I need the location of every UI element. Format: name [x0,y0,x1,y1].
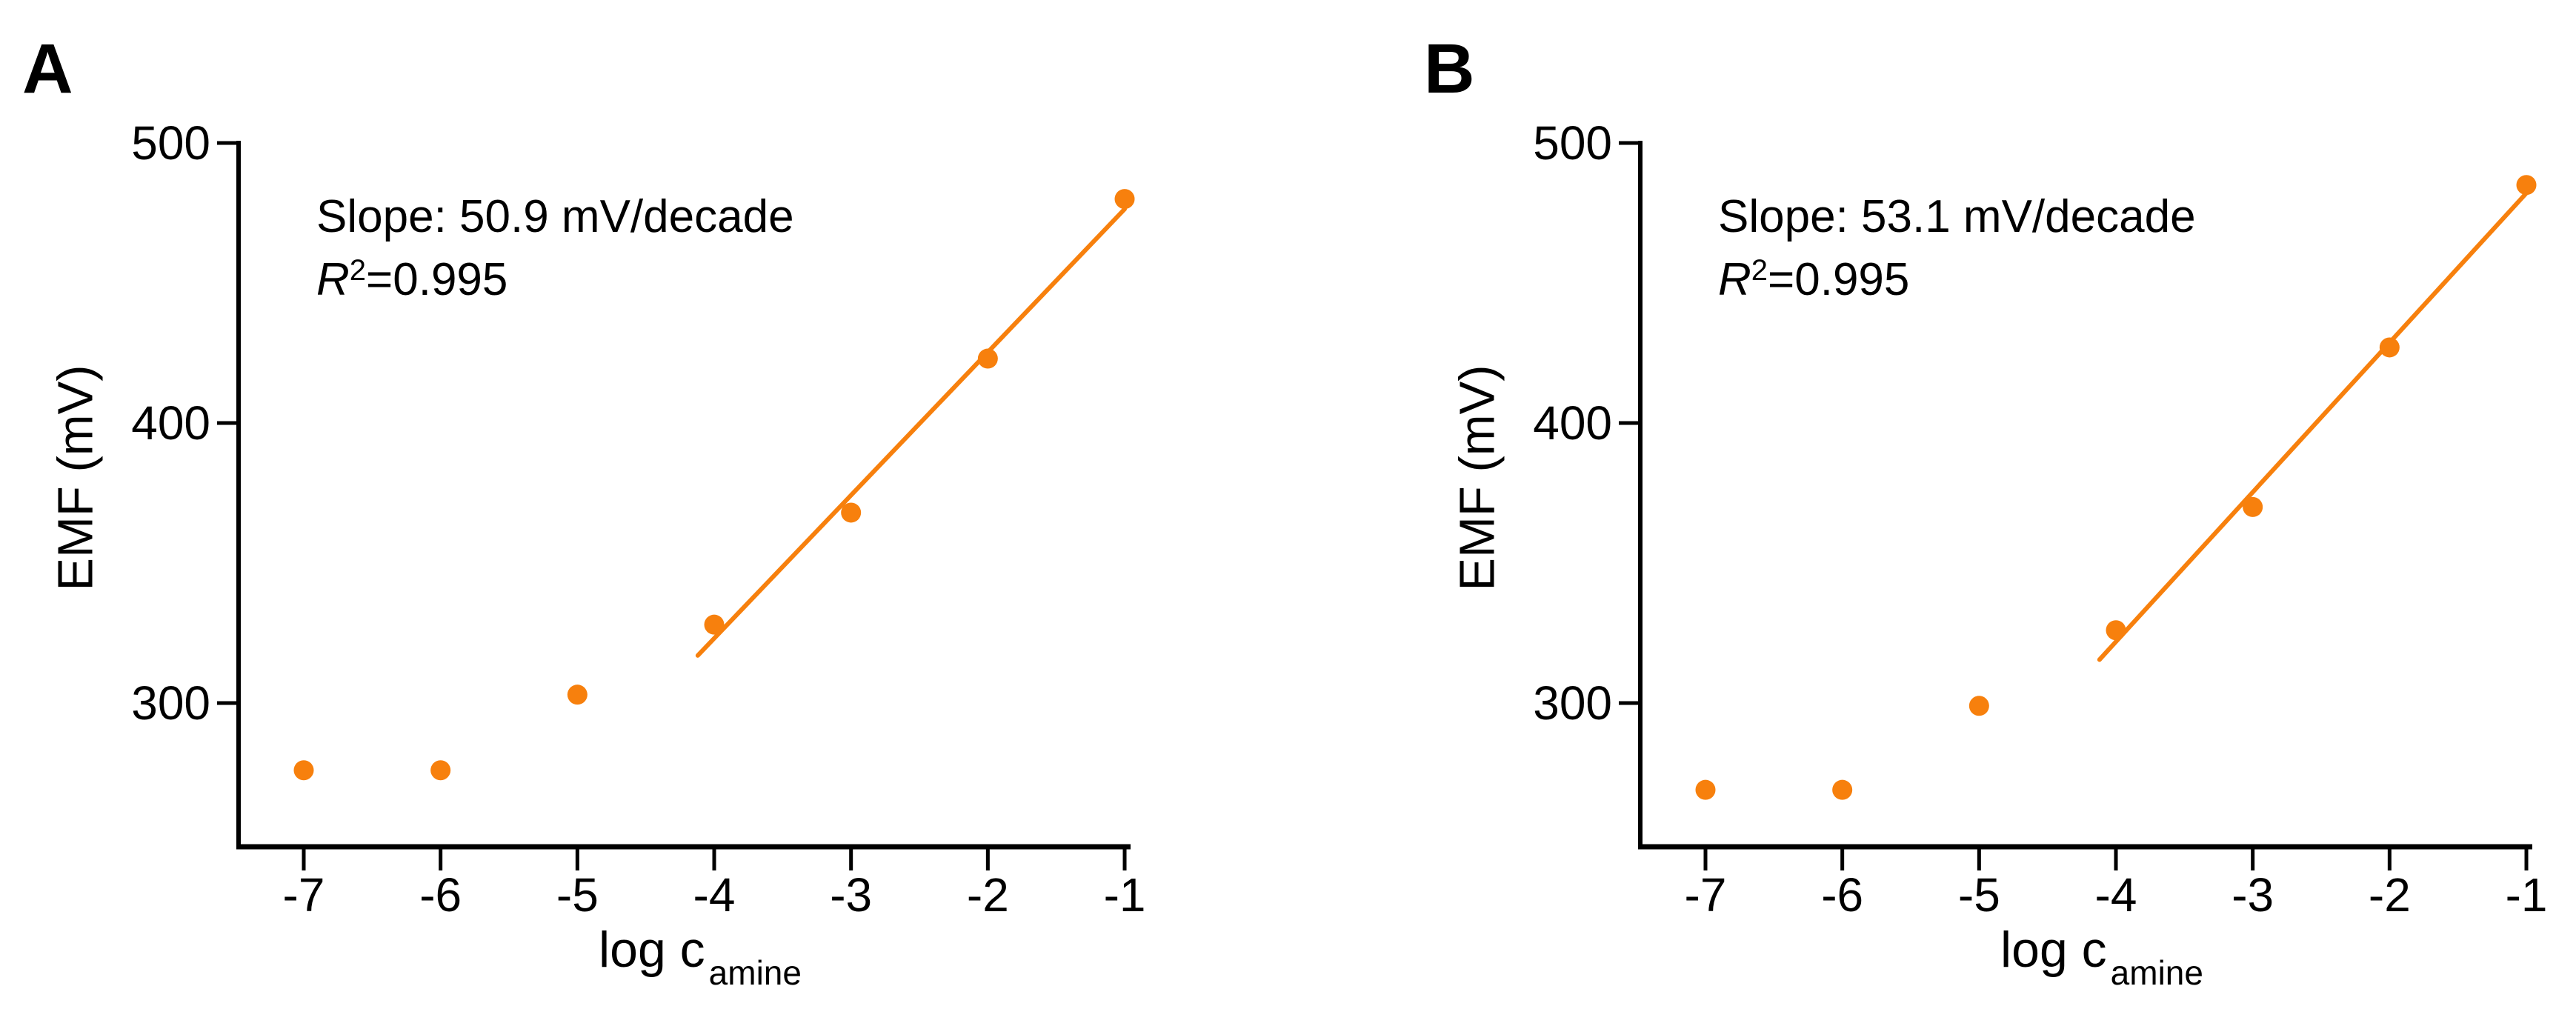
data-point [1968,696,1989,716]
x-tick-label: -6 [1821,868,1863,922]
r2-value: =0.995 [1768,254,1910,305]
x-tick-label: -2 [2369,868,2411,922]
x-axis-title-main: log c [599,922,705,978]
data-point [293,760,314,781]
panel-b-letter: B [1424,30,1475,108]
y-axis-title-b: EMF (mV) [1449,364,1505,591]
data-point [841,502,862,523]
y-tick-label: 300 [1533,676,1612,730]
x-tick-label: -7 [283,868,325,922]
data-point [977,348,998,369]
x-tick-label: -3 [830,868,872,922]
data-point [704,614,725,635]
x-axis-title-b: log c amine [2000,922,2203,990]
r-superscript: 2 [349,254,367,287]
x-tick-label: -4 [2095,868,2137,922]
x-axis-title-subscript: amine [2110,953,2203,992]
fit-line [695,207,1128,658]
x-tick-label: -4 [693,868,736,922]
x-tick-label: -6 [419,868,462,922]
r2-annotation-a: R2=0.995 [316,254,508,305]
x-axis-title-subscript: amine [708,953,802,992]
r-symbol: R [1718,254,1751,305]
data-point [1832,779,1853,800]
data-point [2106,620,2126,641]
r-symbol: R [316,254,350,305]
r2-annotation-b: R2=0.995 [1718,254,1910,305]
panel-b: 500 400 300 -7 -6 -5 -4 -3 -2 -1 [1533,116,2547,922]
slope-annotation-b: Slope: 53.1 mV/decade [1718,191,2196,242]
panel-a-letter: A [22,30,73,108]
data-point [2379,337,2400,358]
x-tick-label: -5 [1958,868,2000,922]
x-tick-label: -3 [2231,868,2274,922]
r-superscript: 2 [1751,254,1768,287]
x-axis-title-main: log c [2000,922,2107,978]
x-tick-label: -1 [2506,868,2548,922]
data-point [2516,175,2537,196]
data-point [1114,189,1135,210]
y-axis-title-a: EMF (mV) [47,364,104,591]
y-tick-label: 400 [131,396,210,450]
y-tick-label: 400 [1533,396,1612,450]
x-tick-label: -2 [967,868,1009,922]
data-point [1695,779,1716,800]
panel-a: 500 400 300 -7 -6 -5 -4 -3 -2 -1 [131,116,1145,922]
x-tick-label: -1 [1104,868,1146,922]
y-tick-label: 500 [131,116,210,170]
x-tick-label: -7 [1685,868,1727,922]
y-tick-label: 500 [1533,116,1612,170]
data-point [2243,496,2263,517]
data-point [430,760,451,781]
r2-value: =0.995 [366,254,508,305]
data-point [567,685,588,705]
y-tick-label: 300 [131,676,210,730]
slope-annotation-a: Slope: 50.9 mV/decade [316,191,794,242]
x-tick-label: -5 [556,868,599,922]
fit-line [2097,190,2529,662]
x-axis-title-a: log c amine [599,922,802,990]
